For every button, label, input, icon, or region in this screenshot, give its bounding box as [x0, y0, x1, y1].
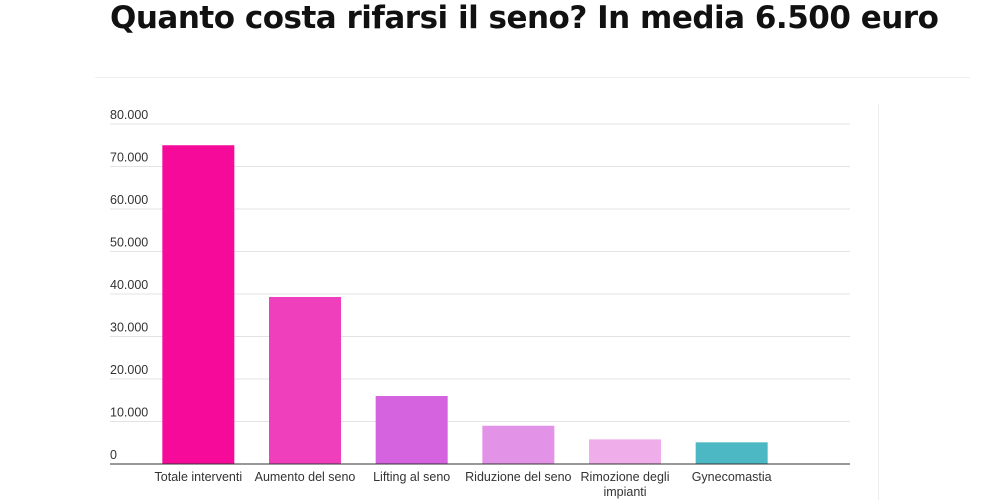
- title-divider: [95, 77, 970, 78]
- y-tick-label: 80.000: [110, 108, 148, 122]
- y-tick-label: 30.000: [110, 321, 148, 335]
- x-tick-label: Totale interventi: [155, 470, 243, 484]
- x-tick-label: Riduzione del seno: [465, 470, 571, 484]
- y-tick-label: 60.000: [110, 193, 148, 207]
- side-divider: [878, 104, 879, 500]
- bar: [375, 396, 448, 464]
- bar: [162, 145, 235, 464]
- y-tick-label: 20.000: [110, 363, 148, 377]
- page-title: Quanto costa rifarsi il seno? In media 6…: [110, 0, 939, 36]
- bar-chart-svg: 0 10.000 20.000 30.000 40.000 50.000 60.000 70.…: [110, 108, 850, 499]
- y-tick-label: 50.000: [110, 236, 148, 250]
- x-axis-labels: Totale interventi Aumento del seno Lifting…: [155, 470, 772, 499]
- bar: [269, 296, 341, 464]
- bars: [162, 145, 768, 464]
- bar-chart: 0 10.000 20.000 30.000 40.000 50.000 60.000 70.…: [100, 100, 860, 500]
- bar: [482, 425, 555, 464]
- y-tick-label: 0: [110, 448, 117, 462]
- y-tick-label: 10.000: [110, 406, 148, 420]
- y-tick-label: 40.000: [110, 278, 148, 292]
- y-tick-label: 70.000: [110, 151, 148, 165]
- x-tick-label: Rimozione degli: [581, 470, 670, 484]
- x-tick-label: Aumento del seno: [255, 470, 356, 484]
- bar: [695, 442, 768, 464]
- x-tick-label: Lifting al seno: [373, 470, 450, 484]
- bar: [589, 439, 661, 464]
- x-tick-label: Gynecomastia: [692, 470, 772, 484]
- y-axis-ticks: 0 10.000 20.000 30.000 40.000 50.000 60.000 70.…: [110, 108, 148, 462]
- x-tick-label: impianti: [603, 485, 646, 499]
